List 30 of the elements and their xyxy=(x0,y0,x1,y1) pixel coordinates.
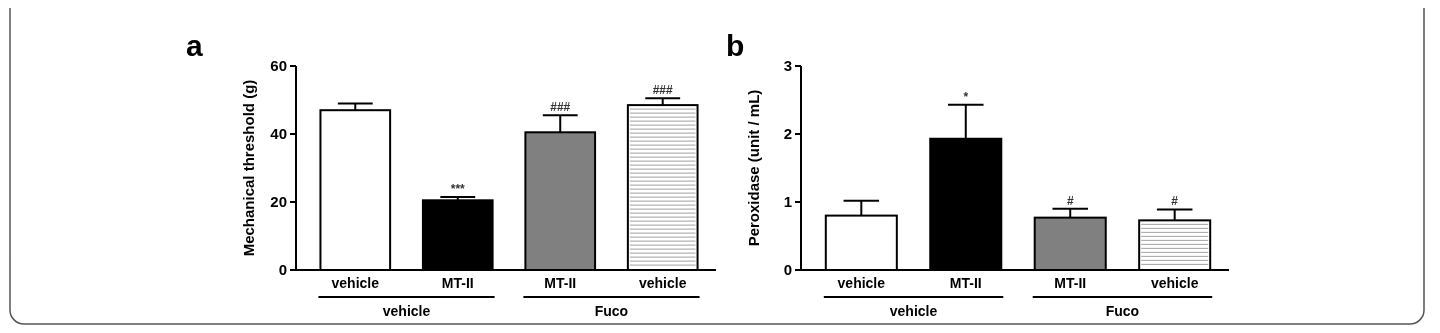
y-tick-label: 3 xyxy=(783,57,792,75)
chart-title: b xyxy=(726,29,745,62)
x-tick-label: vehicle xyxy=(837,275,886,291)
y-axis-title: Peroxidase (unit / mL) xyxy=(745,89,762,247)
data-label: # xyxy=(1066,193,1074,208)
y-tick-label: 1 xyxy=(783,193,792,211)
y-tick-label: 20 xyxy=(270,193,287,211)
y-tick-label: 40 xyxy=(270,125,287,143)
x-tick-label: vehicle xyxy=(331,275,380,291)
y-tick-label: 0 xyxy=(278,261,287,279)
x-tick-label: MT-II xyxy=(544,275,577,291)
data-label: * xyxy=(963,89,969,104)
chart-title: a xyxy=(186,29,203,62)
text: vehicle xyxy=(889,303,938,319)
y-axis-title: Mechanical threshold (g) xyxy=(240,79,257,257)
y-tick-label: 0 xyxy=(783,261,792,279)
data-label: *** xyxy=(450,181,466,196)
x-tick-label: MT-II xyxy=(1054,275,1087,291)
x-tick-label: vehicle xyxy=(1150,275,1199,291)
x-tick-label: MT-II xyxy=(441,275,474,291)
text: Fuco xyxy=(594,303,629,319)
y-tick-label: 2 xyxy=(783,125,792,143)
x-tick-label: vehicle xyxy=(638,275,687,291)
data-label: # xyxy=(1171,194,1179,209)
y-tick-label: 60 xyxy=(270,57,287,75)
text: Fuco xyxy=(1105,303,1140,319)
data-label: ### xyxy=(652,83,674,98)
data-label: ### xyxy=(550,100,571,115)
x-tick-label: MT-II xyxy=(949,275,982,291)
text: vehicle xyxy=(382,303,431,319)
